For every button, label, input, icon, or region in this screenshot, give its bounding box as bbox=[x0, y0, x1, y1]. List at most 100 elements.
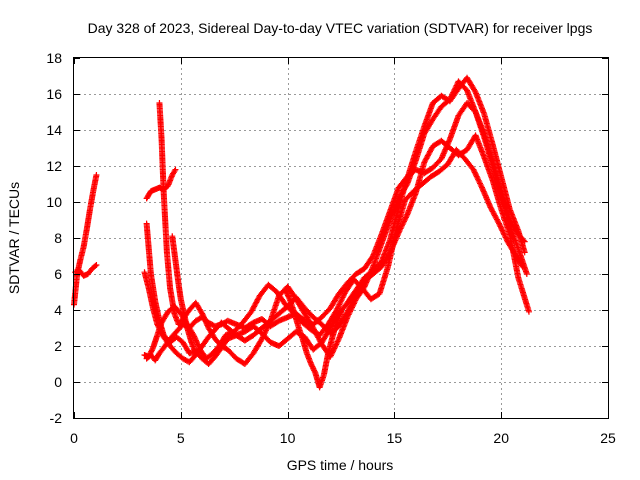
data-point bbox=[450, 88, 457, 95]
data-point bbox=[447, 95, 454, 102]
data-point bbox=[519, 263, 526, 270]
data-point bbox=[525, 308, 532, 315]
data-point bbox=[518, 262, 525, 269]
data-point bbox=[475, 176, 482, 183]
data-point bbox=[396, 226, 403, 233]
data-point bbox=[495, 219, 502, 226]
data-point bbox=[198, 309, 205, 316]
data-point bbox=[336, 301, 343, 308]
data-point bbox=[501, 231, 508, 238]
data-point bbox=[262, 328, 269, 335]
data-point bbox=[171, 167, 178, 174]
data-point bbox=[478, 183, 485, 190]
y-tick-label: 16 bbox=[46, 86, 62, 102]
data-point bbox=[473, 173, 480, 180]
x-tick-label: 15 bbox=[387, 430, 403, 446]
y-tick-labels: -2 0 2 4 6 8 10 12 14 16 18 bbox=[46, 50, 62, 426]
data-point bbox=[452, 83, 459, 90]
data-point bbox=[402, 215, 409, 222]
data-point bbox=[497, 223, 504, 230]
data-point bbox=[448, 92, 455, 99]
x-tick-label: 5 bbox=[177, 430, 185, 446]
data-point bbox=[398, 222, 405, 229]
y-tick-label: 6 bbox=[54, 266, 62, 282]
data-point bbox=[448, 93, 455, 100]
series-arc-a bbox=[71, 172, 100, 308]
data-point bbox=[92, 262, 99, 269]
data-point bbox=[471, 87, 478, 94]
data-point bbox=[338, 297, 345, 304]
data-point bbox=[498, 226, 505, 233]
chart-title: Day 328 of 2023, Sidereal Day-to-day VTE… bbox=[88, 20, 593, 36]
data-point bbox=[189, 330, 196, 337]
series-arc-g bbox=[141, 146, 526, 362]
data-point bbox=[403, 182, 410, 189]
data-point bbox=[496, 221, 503, 228]
x-tick-label: 0 bbox=[70, 430, 78, 446]
data-point bbox=[402, 214, 409, 221]
data-point bbox=[334, 305, 341, 312]
data-point bbox=[260, 331, 267, 338]
data-point bbox=[396, 228, 403, 235]
data-point bbox=[521, 249, 528, 256]
data-point bbox=[331, 345, 338, 352]
data-point bbox=[450, 89, 457, 96]
x-tick-labels: 0 5 10 15 20 25 bbox=[70, 430, 616, 446]
data-point bbox=[453, 82, 460, 89]
data-point bbox=[473, 172, 480, 179]
data-point bbox=[449, 90, 456, 97]
data-point bbox=[258, 335, 265, 342]
data-point bbox=[401, 217, 408, 224]
data-point bbox=[338, 295, 345, 302]
data-point bbox=[172, 166, 179, 173]
y-tick-label: 12 bbox=[46, 158, 62, 174]
data-point bbox=[338, 308, 344, 315]
data-point bbox=[340, 291, 347, 298]
data-point bbox=[451, 86, 458, 93]
data-point bbox=[260, 333, 267, 340]
y-axis-label: SDTVAR / TECUs bbox=[6, 182, 22, 294]
data-point bbox=[400, 218, 407, 225]
data-point bbox=[452, 85, 459, 92]
data-point bbox=[333, 307, 340, 313]
data-point bbox=[474, 174, 481, 181]
data-point bbox=[500, 230, 507, 237]
x-tick-label: 25 bbox=[600, 430, 616, 446]
y-tick-label: 2 bbox=[54, 338, 62, 354]
data-point bbox=[93, 262, 100, 268]
data-point bbox=[335, 337, 342, 344]
y-tick-label: -2 bbox=[50, 410, 63, 426]
data-point bbox=[472, 170, 479, 177]
data-point bbox=[339, 294, 346, 301]
y-tick-label: 14 bbox=[46, 122, 62, 138]
y-tick-label: 10 bbox=[46, 194, 62, 210]
data-point bbox=[334, 338, 341, 345]
data-point bbox=[93, 172, 100, 178]
series-arc-h bbox=[141, 132, 532, 366]
data-point bbox=[331, 344, 338, 351]
data-point bbox=[399, 221, 406, 228]
data-point bbox=[470, 166, 477, 173]
series-arc-b bbox=[72, 262, 100, 279]
x-tick-label: 10 bbox=[280, 430, 296, 446]
data-point bbox=[286, 294, 293, 301]
data-point bbox=[333, 341, 340, 348]
data-point bbox=[263, 326, 270, 333]
y-tick-label: 4 bbox=[54, 302, 62, 318]
data-point bbox=[400, 219, 407, 226]
data-point bbox=[496, 220, 503, 227]
data-point bbox=[259, 334, 266, 341]
data-point bbox=[475, 177, 482, 184]
data-point bbox=[337, 298, 344, 305]
series-arc-j bbox=[282, 287, 344, 391]
data-point bbox=[500, 228, 507, 235]
data-point bbox=[446, 96, 453, 103]
data-point bbox=[335, 302, 342, 309]
data-point bbox=[471, 169, 478, 176]
data-point bbox=[523, 271, 530, 277]
data-point bbox=[501, 233, 508, 240]
data-point bbox=[498, 224, 505, 231]
data-point bbox=[397, 225, 404, 232]
